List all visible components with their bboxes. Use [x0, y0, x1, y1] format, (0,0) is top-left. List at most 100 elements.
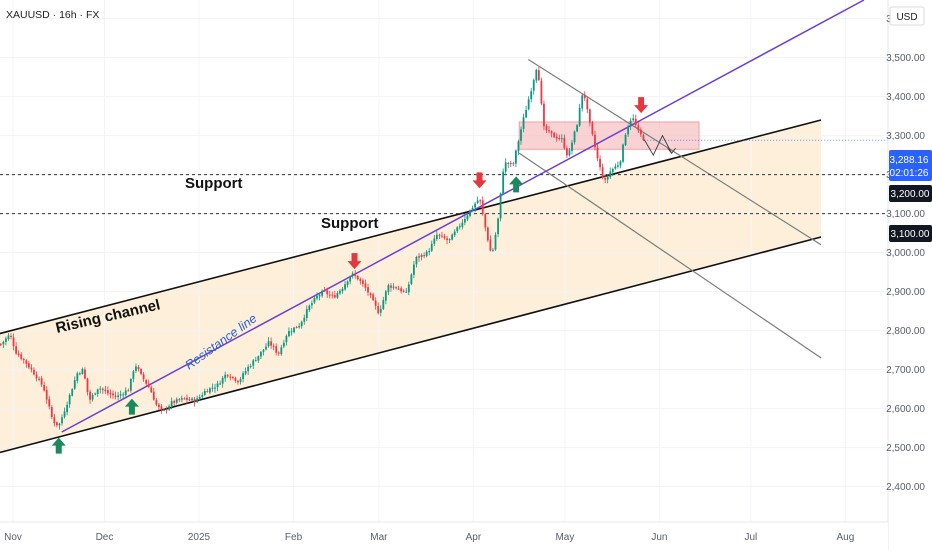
- candle-body: [323, 290, 326, 292]
- candle-body: [550, 131, 553, 134]
- candle-body: [160, 406, 163, 410]
- candle-body: [474, 203, 477, 208]
- y-tick-label: 3,300.00: [886, 131, 925, 142]
- candle-body: [237, 381, 239, 383]
- candle-body: [344, 284, 346, 290]
- x-tick-label: May: [555, 532, 574, 543]
- price-axis[interactable]: [888, 0, 932, 550]
- candle-body: [188, 399, 191, 401]
- candle-body: [387, 285, 390, 293]
- candle-body: [211, 387, 214, 389]
- candle-body: [48, 399, 51, 407]
- candle-body: [395, 287, 397, 289]
- candle-body: [27, 363, 30, 368]
- candle-body: [471, 207, 474, 210]
- current-price-text: 3,288.16: [890, 155, 929, 166]
- candle-body: [17, 353, 20, 356]
- candle-body: [456, 227, 459, 232]
- candle-body: [522, 117, 525, 129]
- candle-body: [346, 281, 349, 285]
- time-axis[interactable]: [0, 522, 888, 550]
- candle-body: [275, 346, 278, 353]
- x-tick-label: Nov: [4, 532, 22, 543]
- candle-body: [461, 222, 464, 227]
- grid-layer: [0, 0, 888, 522]
- candle-body: [476, 200, 479, 204]
- candle-body: [252, 360, 255, 366]
- candle-body: [53, 417, 56, 424]
- candle-body: [89, 391, 91, 400]
- candle-body: [221, 377, 224, 384]
- candle-body: [293, 327, 295, 333]
- x-tick-label: Dec: [96, 532, 114, 543]
- x-tick-label: Mar: [370, 532, 388, 543]
- candle-body: [566, 148, 568, 156]
- candle-body: [214, 387, 216, 389]
- candle-body: [178, 399, 181, 401]
- support-3100-text: 3,100.00: [891, 229, 930, 240]
- candle-body: [568, 150, 571, 156]
- candle-body: [203, 391, 206, 395]
- x-tick-label: Aug: [837, 532, 855, 543]
- candle-body: [313, 298, 316, 303]
- candle-body: [484, 214, 487, 228]
- currency-box[interactable]: [889, 6, 925, 26]
- candle-body: [617, 165, 619, 167]
- descending-channel-lower-line: [518, 152, 822, 359]
- candle-body: [147, 383, 150, 388]
- candle-body: [61, 417, 63, 424]
- support-3200-box: [889, 185, 932, 202]
- candle-body: [196, 398, 199, 403]
- candle-body: [331, 294, 334, 296]
- projection-path: [643, 134, 673, 157]
- candle-body: [30, 367, 33, 370]
- candle-body: [594, 134, 596, 148]
- candle-body: [270, 341, 273, 346]
- candle-body: [242, 373, 244, 379]
- candle-body: [15, 346, 18, 354]
- candle-body: [229, 376, 232, 378]
- candle-body: [520, 129, 522, 141]
- x-tick-label: Jun: [651, 532, 667, 543]
- candle-body: [193, 398, 196, 403]
- candle-body: [183, 398, 186, 400]
- candle-body: [249, 365, 252, 367]
- candle-body: [10, 336, 12, 338]
- candle-body: [611, 168, 614, 173]
- candle-body: [285, 335, 288, 343]
- candle-body: [300, 321, 303, 327]
- support-3100-box: [889, 225, 932, 242]
- candle-body: [165, 409, 168, 411]
- candle-body: [339, 290, 341, 294]
- candle-body: [20, 354, 23, 359]
- candle-body: [543, 103, 545, 127]
- support-3200-tag: 3,200.00: [889, 185, 932, 202]
- y-tick-label: 2,600.00: [886, 404, 925, 415]
- candle-body: [525, 110, 528, 118]
- y-tick-label: 3,000.00: [886, 248, 925, 259]
- candle-body: [328, 294, 331, 296]
- candle-body: [351, 273, 354, 276]
- candle-body: [170, 401, 173, 407]
- candle-body: [63, 411, 66, 417]
- candle-body: [405, 291, 408, 293]
- candle-body: [632, 118, 635, 121]
- resistance-line: [61, 0, 865, 433]
- candle-body: [71, 389, 74, 396]
- candle-body: [91, 394, 94, 400]
- candle-body: [45, 390, 48, 400]
- candle-body: [311, 303, 313, 306]
- candle-body: [400, 288, 403, 292]
- candle-body: [435, 234, 438, 240]
- candle-body: [43, 384, 46, 391]
- candle-body: [382, 300, 385, 309]
- symbol-title[interactable]: XAUUSD · 16h · FX: [6, 9, 99, 21]
- candle-body: [25, 360, 28, 364]
- candle-body: [341, 288, 344, 292]
- candle-body: [326, 290, 329, 295]
- candle-body: [384, 291, 387, 301]
- candle-body: [168, 406, 171, 410]
- candle-body: [624, 134, 627, 146]
- candle-body: [423, 255, 426, 257]
- candle-body: [124, 390, 127, 396]
